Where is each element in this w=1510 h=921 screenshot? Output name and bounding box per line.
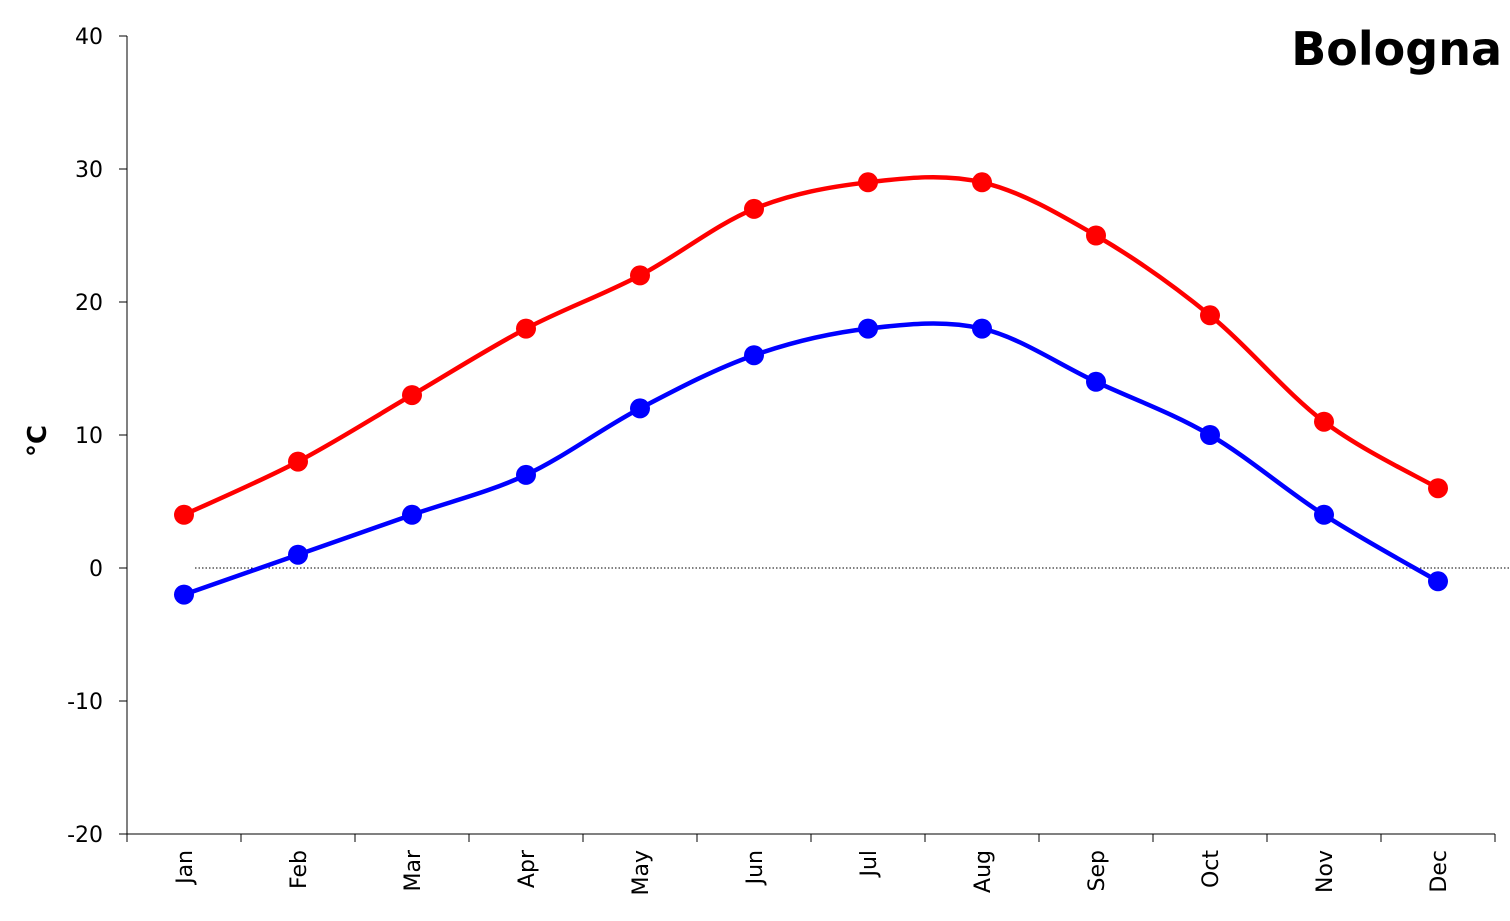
series-0-point	[1314, 411, 1334, 432]
x-tick-label: Feb	[287, 850, 312, 889]
axes: -20 -10 0 10 20 30 40 Jan Feb Mar Apr May Jun Jul Aug S…	[67, 25, 1510, 895]
series-1-point	[630, 398, 650, 419]
x-tick-label: Mar	[401, 849, 426, 891]
series-0-point	[1428, 478, 1448, 499]
y-tick-label: 20	[75, 291, 103, 316]
series-1-point	[174, 584, 194, 605]
series-1-point	[972, 318, 992, 339]
x-tick-label: Jan	[173, 850, 198, 886]
series-1-point	[516, 464, 536, 485]
chart-title: Bologna	[1291, 22, 1502, 76]
series-1-point	[1314, 504, 1334, 525]
x-tick-label: Apr	[515, 849, 540, 888]
x-tick-label: Jul	[857, 850, 882, 879]
y-tick-label: 30	[75, 158, 103, 183]
series-1-point	[858, 318, 878, 339]
y-tick-label: 0	[89, 557, 103, 582]
x-tick-label: May	[629, 850, 654, 895]
series-0-point	[858, 172, 878, 193]
x-tick-label: Oct	[1199, 850, 1224, 888]
series-line-1	[183, 321, 1440, 597]
series-0-point	[1086, 225, 1106, 246]
series-0-point	[744, 198, 764, 219]
y-tick-label: 40	[75, 25, 103, 50]
y-tick-label: 10	[75, 424, 103, 449]
series-layer	[174, 172, 1448, 605]
series-1-point	[1086, 371, 1106, 392]
x-tick-label: Dec	[1427, 850, 1452, 893]
series-line-0	[183, 174, 1440, 517]
y-tick-label: -10	[67, 690, 103, 715]
y-axis-label: °C	[23, 425, 53, 457]
series-0-point	[288, 451, 308, 472]
series-0-point	[402, 385, 422, 406]
series-0-point	[630, 265, 650, 286]
series-1-point	[744, 345, 764, 366]
series-0-point	[174, 504, 194, 525]
series-0-point	[1200, 305, 1220, 326]
y-tick-label: -20	[67, 823, 103, 848]
series-1-point	[288, 544, 308, 565]
series-1-point	[402, 504, 422, 525]
series-0-point	[972, 172, 992, 193]
x-tick-label: Jun	[743, 850, 768, 886]
series-0-point	[516, 318, 536, 339]
x-tick-label: Aug	[971, 850, 996, 893]
series-1-point	[1200, 425, 1220, 445]
x-tick-label: Nov	[1313, 850, 1338, 893]
series-1-point	[1428, 571, 1448, 592]
x-tick-label: Sep	[1085, 850, 1110, 891]
